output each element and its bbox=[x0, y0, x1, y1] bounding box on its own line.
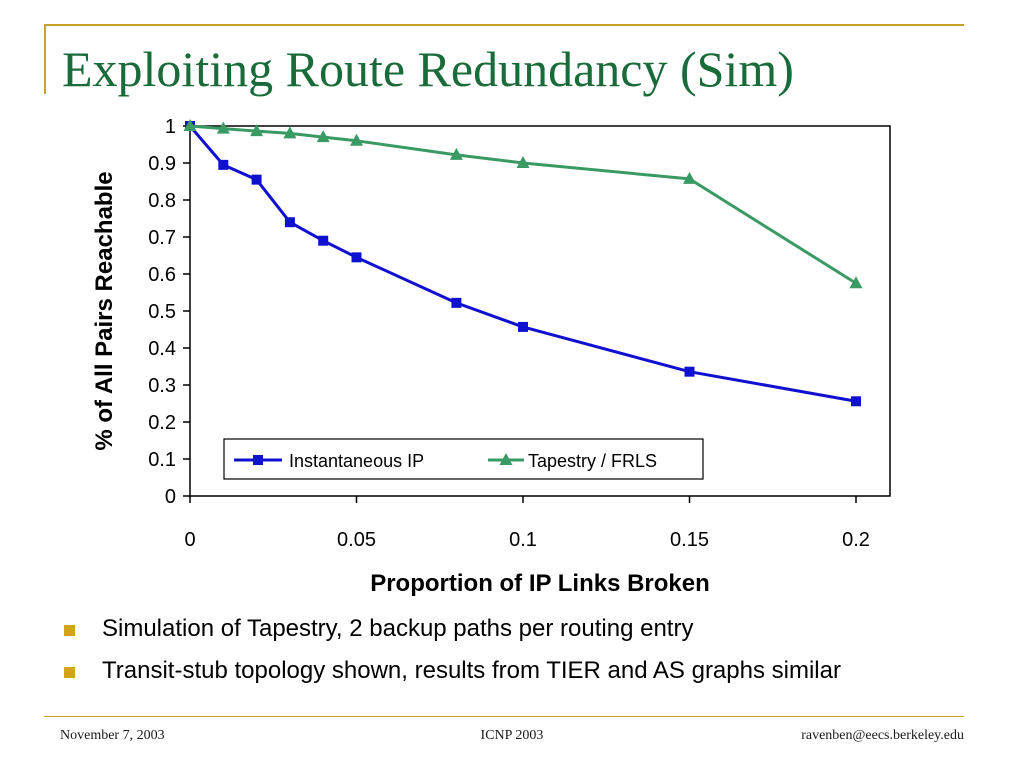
bullet-text: Transit-stub topology shown, results fro… bbox=[102, 657, 841, 684]
slide-title: Exploiting Route Redundancy (Sim) bbox=[62, 41, 794, 97]
data-point-tapestry-frls bbox=[183, 119, 197, 131]
y-tick-label: 1 bbox=[165, 116, 176, 138]
legend-label: Tapestry / FRLS bbox=[528, 451, 657, 471]
footer-date: November 7, 2003 bbox=[60, 728, 165, 743]
data-point-instantaneous-ip bbox=[218, 159, 229, 170]
y-tick-label: 0.6 bbox=[148, 264, 176, 286]
data-point-instantaneous-ip bbox=[518, 321, 528, 332]
legend-label: Instantaneous IP bbox=[289, 451, 424, 471]
data-point-instantaneous-ip bbox=[851, 396, 861, 407]
footer-conference: ICNP 2003 bbox=[480, 728, 544, 743]
x-tick-label: 0.2 bbox=[842, 529, 870, 551]
top-accent-line bbox=[44, 24, 964, 26]
bullet-text: Simulation of Tapestry, 2 backup paths p… bbox=[102, 615, 694, 642]
y-tick-label: 0.5 bbox=[148, 301, 176, 323]
bullet-item: Simulation of Tapestry, 2 backup paths p… bbox=[62, 612, 841, 654]
data-point-instantaneous-ip bbox=[318, 235, 329, 246]
data-point-instantaneous-ip bbox=[684, 366, 695, 377]
y-tick-label: 0.4 bbox=[148, 338, 176, 360]
data-point-tapestry-frls bbox=[316, 130, 330, 143]
bullet-square-icon bbox=[64, 667, 75, 678]
bullet-list: Simulation of Tapestry, 2 backup paths p… bbox=[62, 612, 841, 696]
data-point-tapestry-frls bbox=[350, 133, 363, 146]
data-point-tapestry-frls bbox=[283, 126, 297, 139]
data-point-instantaneous-ip bbox=[351, 252, 362, 263]
y-tick-label: 0.2 bbox=[148, 412, 176, 434]
y-tick-label: 0.9 bbox=[148, 153, 176, 175]
legend-box bbox=[223, 438, 704, 480]
x-tick-label: 0 bbox=[184, 529, 195, 551]
x-tick-label: 0.1 bbox=[509, 529, 537, 551]
data-point-tapestry-frls bbox=[516, 156, 530, 168]
series-line-tapestry-frls bbox=[189, 124, 857, 285]
reachability-chart: 0 0.1 0.2 0.3 0.4 0.5 0.6 0.7 0.8 0.9 1 0 0.05 0.1 0.1… bbox=[91, 116, 891, 597]
data-point-instantaneous-ip bbox=[451, 297, 462, 308]
series-line-instantaneous-ip bbox=[188, 125, 857, 403]
y-tick-label: 0.1 bbox=[148, 449, 176, 471]
bullet-square-icon bbox=[64, 625, 75, 636]
legend-marker bbox=[499, 453, 513, 465]
y-tick-label: 0.3 bbox=[148, 375, 176, 397]
legend-marker bbox=[253, 455, 263, 465]
data-point-tapestry-frls bbox=[250, 124, 264, 137]
data-point-tapestry-frls bbox=[449, 147, 463, 160]
y-tick-label: 0.8 bbox=[148, 190, 176, 212]
x-axis-title: Proportion of IP Links Broken bbox=[370, 570, 710, 597]
data-point-instantaneous-ip bbox=[251, 174, 262, 185]
footer-divider bbox=[44, 716, 964, 717]
x-tick-label: 0.15 bbox=[670, 529, 709, 551]
x-tick-label: 0.05 bbox=[337, 529, 376, 551]
data-point-tapestry-frls bbox=[849, 276, 863, 289]
footer-email: ravenben@eecs.berkeley.edu bbox=[801, 728, 964, 743]
y-tick-label: 0.7 bbox=[148, 227, 176, 249]
data-point-tapestry-frls bbox=[683, 171, 696, 184]
data-point-instantaneous-ip bbox=[284, 217, 295, 228]
left-accent-line bbox=[44, 24, 46, 94]
data-point-tapestry-frls bbox=[216, 121, 230, 134]
y-tick-label: 0 bbox=[165, 486, 176, 508]
bullet-item: Transit-stub topology shown, results fro… bbox=[62, 654, 841, 696]
y-axis-title: % of All Pairs Reachable bbox=[91, 171, 118, 450]
